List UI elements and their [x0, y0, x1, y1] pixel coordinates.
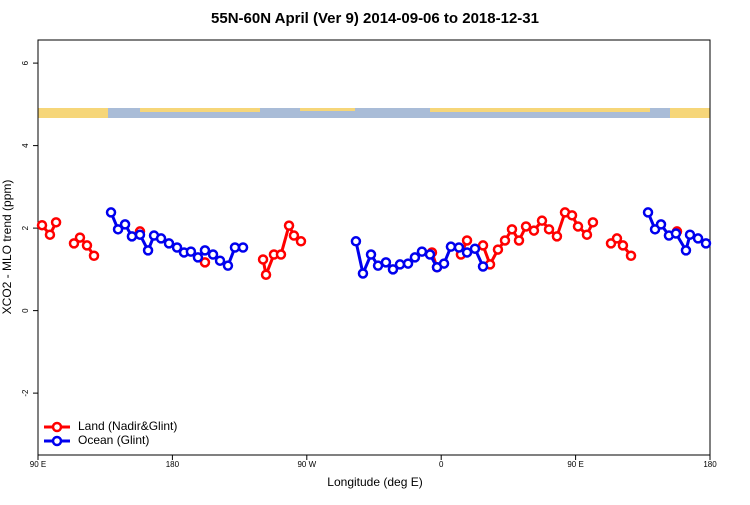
data-point [68, 238, 80, 249]
data-point [655, 219, 667, 230]
map-strip [38, 108, 710, 118]
data-point [528, 225, 540, 236]
data-point [424, 249, 436, 260]
plot-frame [37, 39, 711, 456]
data-point [453, 242, 465, 253]
data-point [617, 240, 629, 251]
data-point [155, 233, 167, 244]
x-tick-label: 90 E [567, 460, 583, 469]
data-point [469, 243, 481, 254]
data-point [445, 241, 457, 252]
legend-label: Ocean (Glint) [78, 433, 149, 447]
chart-title: 55N-60N April (Ver 9) 2014-09-06 to 2018… [211, 10, 539, 27]
legend-marker [51, 435, 63, 447]
data-point [126, 231, 138, 242]
data-point [105, 207, 117, 218]
data-point [680, 245, 692, 256]
data-point [357, 268, 369, 279]
data-point [283, 220, 295, 231]
data-point [700, 238, 712, 249]
data-point [192, 252, 204, 263]
data-point [625, 250, 637, 262]
data-point [642, 207, 654, 218]
data-point [394, 259, 406, 270]
data-point [611, 233, 623, 244]
data-point [275, 249, 287, 260]
data-point [513, 235, 525, 246]
x-tick-label: 0 [439, 460, 444, 469]
data-point [119, 219, 131, 230]
data-point [461, 235, 473, 246]
data-point [692, 233, 704, 244]
data-point [402, 258, 414, 269]
data-point [44, 229, 56, 240]
data-point [477, 261, 489, 272]
data-point [81, 240, 93, 251]
data-point [566, 210, 578, 221]
data-point [543, 224, 555, 235]
data-point [536, 215, 548, 226]
y-tick-label: -2 [21, 389, 30, 397]
data-point [506, 224, 518, 235]
data-point [416, 246, 428, 257]
data-point [520, 221, 532, 232]
data-point [492, 244, 504, 255]
data-point [207, 249, 219, 260]
data-point [171, 242, 183, 253]
y-tick-label: 2 [21, 225, 30, 230]
x-tick-label: 90 W [297, 460, 316, 469]
data-point [163, 238, 175, 249]
data-point [477, 240, 489, 251]
data-point [684, 229, 696, 240]
data-point [36, 219, 48, 231]
y-tick-label: 0 [21, 308, 30, 313]
data-point [572, 221, 584, 232]
data-point [587, 217, 599, 228]
data-point [112, 224, 124, 235]
data-point [288, 230, 300, 241]
legend-marker [51, 421, 63, 433]
data-point [295, 236, 307, 247]
data-point [185, 246, 197, 257]
data-point [499, 235, 511, 246]
data-point [581, 229, 593, 240]
data-point [438, 258, 450, 269]
data-point [199, 245, 211, 256]
y-tick-label: 4 [21, 143, 30, 148]
x-tick-label: 90 E [30, 460, 46, 469]
data-point [237, 242, 249, 253]
data-point [74, 232, 86, 243]
y-axis-label: XCO2 - MLO trend (ppm) [0, 180, 14, 315]
data-point [229, 242, 241, 253]
data-point [551, 231, 563, 242]
data-point [409, 252, 421, 263]
data-point [199, 257, 211, 268]
data-point [222, 260, 234, 271]
y-tick-label: 6 [21, 60, 30, 65]
data-point [214, 255, 226, 266]
data-point [380, 257, 392, 268]
x-axis-label: Longitude (deg E) [327, 475, 422, 489]
data-point [260, 269, 272, 280]
x-tick-label: 180 [703, 460, 717, 469]
data-point [257, 254, 269, 265]
data-point [365, 249, 377, 260]
data-point [50, 217, 62, 228]
x-tick-label: 180 [166, 460, 180, 469]
data-point [670, 228, 682, 239]
data-point [350, 236, 362, 247]
legend-label: Land (Nadir&Glint) [78, 419, 177, 433]
data-point [387, 264, 399, 275]
data-point [88, 250, 100, 262]
data-point [461, 247, 473, 258]
data-point [134, 229, 146, 240]
data-point [142, 245, 154, 256]
